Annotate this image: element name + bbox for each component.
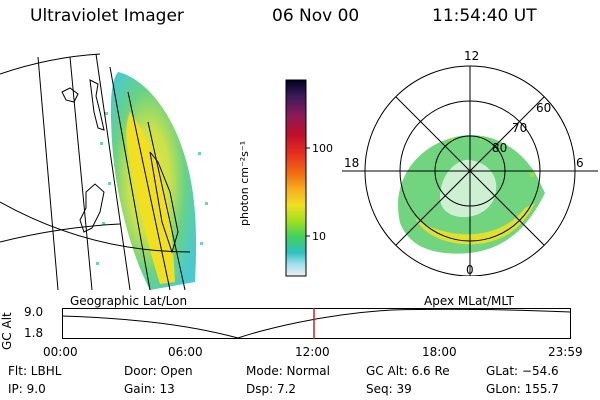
apex-panel-label: Apex MLat/MLT: [424, 294, 514, 308]
orbit-timeline: [62, 308, 571, 339]
gc-alt-curve: [62, 308, 571, 339]
lat-label-60: 60: [536, 101, 551, 115]
colorbar-tick-10: 10: [312, 230, 326, 243]
info-gain: Gain: 13: [124, 382, 175, 396]
info-filter: Flt: LBHL: [8, 364, 62, 378]
colorbar-scale: [285, 79, 307, 277]
xtick-2359: 23:59: [548, 345, 583, 359]
colorbar: 100 10: [285, 79, 333, 277]
info-dsp: Dsp: 7.2: [246, 382, 297, 396]
info-glon: GLon: 155.7: [486, 382, 559, 396]
instrument-title: Ultraviolet Imager: [30, 6, 184, 26]
mlt-label-18: 18: [344, 156, 359, 170]
info-mode: Mode: Normal: [246, 364, 330, 378]
timeline-ytick-9: 9.0: [24, 305, 44, 319]
info-gc-alt: GC Alt: 6.6 Re: [366, 364, 450, 378]
mlt-label-6: 6: [576, 156, 584, 170]
xtick-0600: 06:00: [168, 345, 203, 359]
xtick-0000: 00:00: [43, 345, 78, 359]
info-seq: Seq: 39: [366, 382, 412, 396]
observation-date: 06 Nov 00: [272, 6, 360, 26]
timeline-y-label: GC Alt: [0, 312, 14, 350]
mlt-label-12: 12: [464, 49, 479, 63]
info-ip: IP: 9.0: [8, 382, 46, 396]
lat-label-80: 80: [492, 141, 507, 155]
geographic-map: [0, 53, 208, 291]
mlt-label-0: 0: [466, 263, 474, 276]
colorbar-unit-label: photon cm⁻²s⁻¹: [238, 140, 251, 226]
observation-time: 11:54:40 UT: [432, 6, 537, 26]
info-door: Door: Open: [124, 364, 193, 378]
xtick-1800: 18:00: [422, 345, 457, 359]
xtick-1200: 12:00: [295, 345, 330, 359]
polar-plot: 12 18 6 0 60 70 80: [342, 49, 598, 276]
info-glat: GLat: −54.6: [486, 364, 559, 378]
colorbar-tick-100: 100: [312, 142, 333, 155]
geo-panel-label: Geographic Lat/Lon: [70, 294, 188, 308]
timeline-ytick-1-8: 1.8: [24, 326, 44, 340]
lat-label-70: 70: [512, 121, 527, 135]
